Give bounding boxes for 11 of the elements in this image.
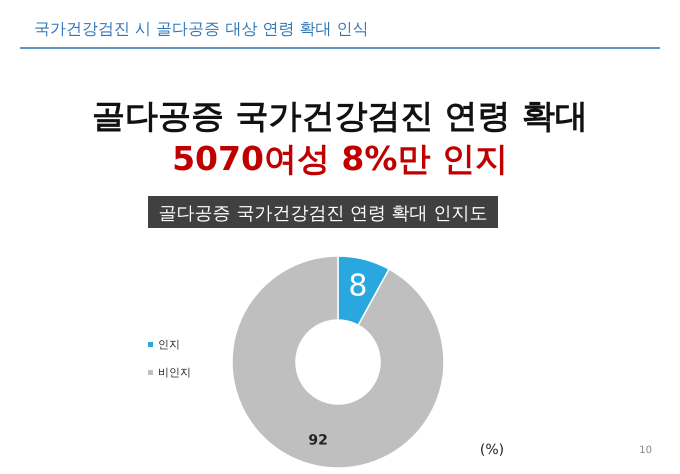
chart-title: 골다공증 국가건강검진 연령 확대 <box>92 96 588 135</box>
text: 골다공증 국가건강검진 연령 확대 인지도 <box>158 203 488 224</box>
legend-label: 비인지 <box>158 366 191 379</box>
data-label: 8 <box>348 268 368 304</box>
chart-subtitle: 5070여성 8%만 인지 <box>172 139 508 178</box>
data-label: 92 <box>308 432 328 448</box>
text: (%) <box>480 442 504 458</box>
text: 국가건강검진 시 골다공증 대상 연령 확대 인식 <box>34 19 369 38</box>
donut-slice <box>231 255 445 469</box>
text: 10 <box>639 445 652 456</box>
legend-label: 인지 <box>158 338 180 351</box>
